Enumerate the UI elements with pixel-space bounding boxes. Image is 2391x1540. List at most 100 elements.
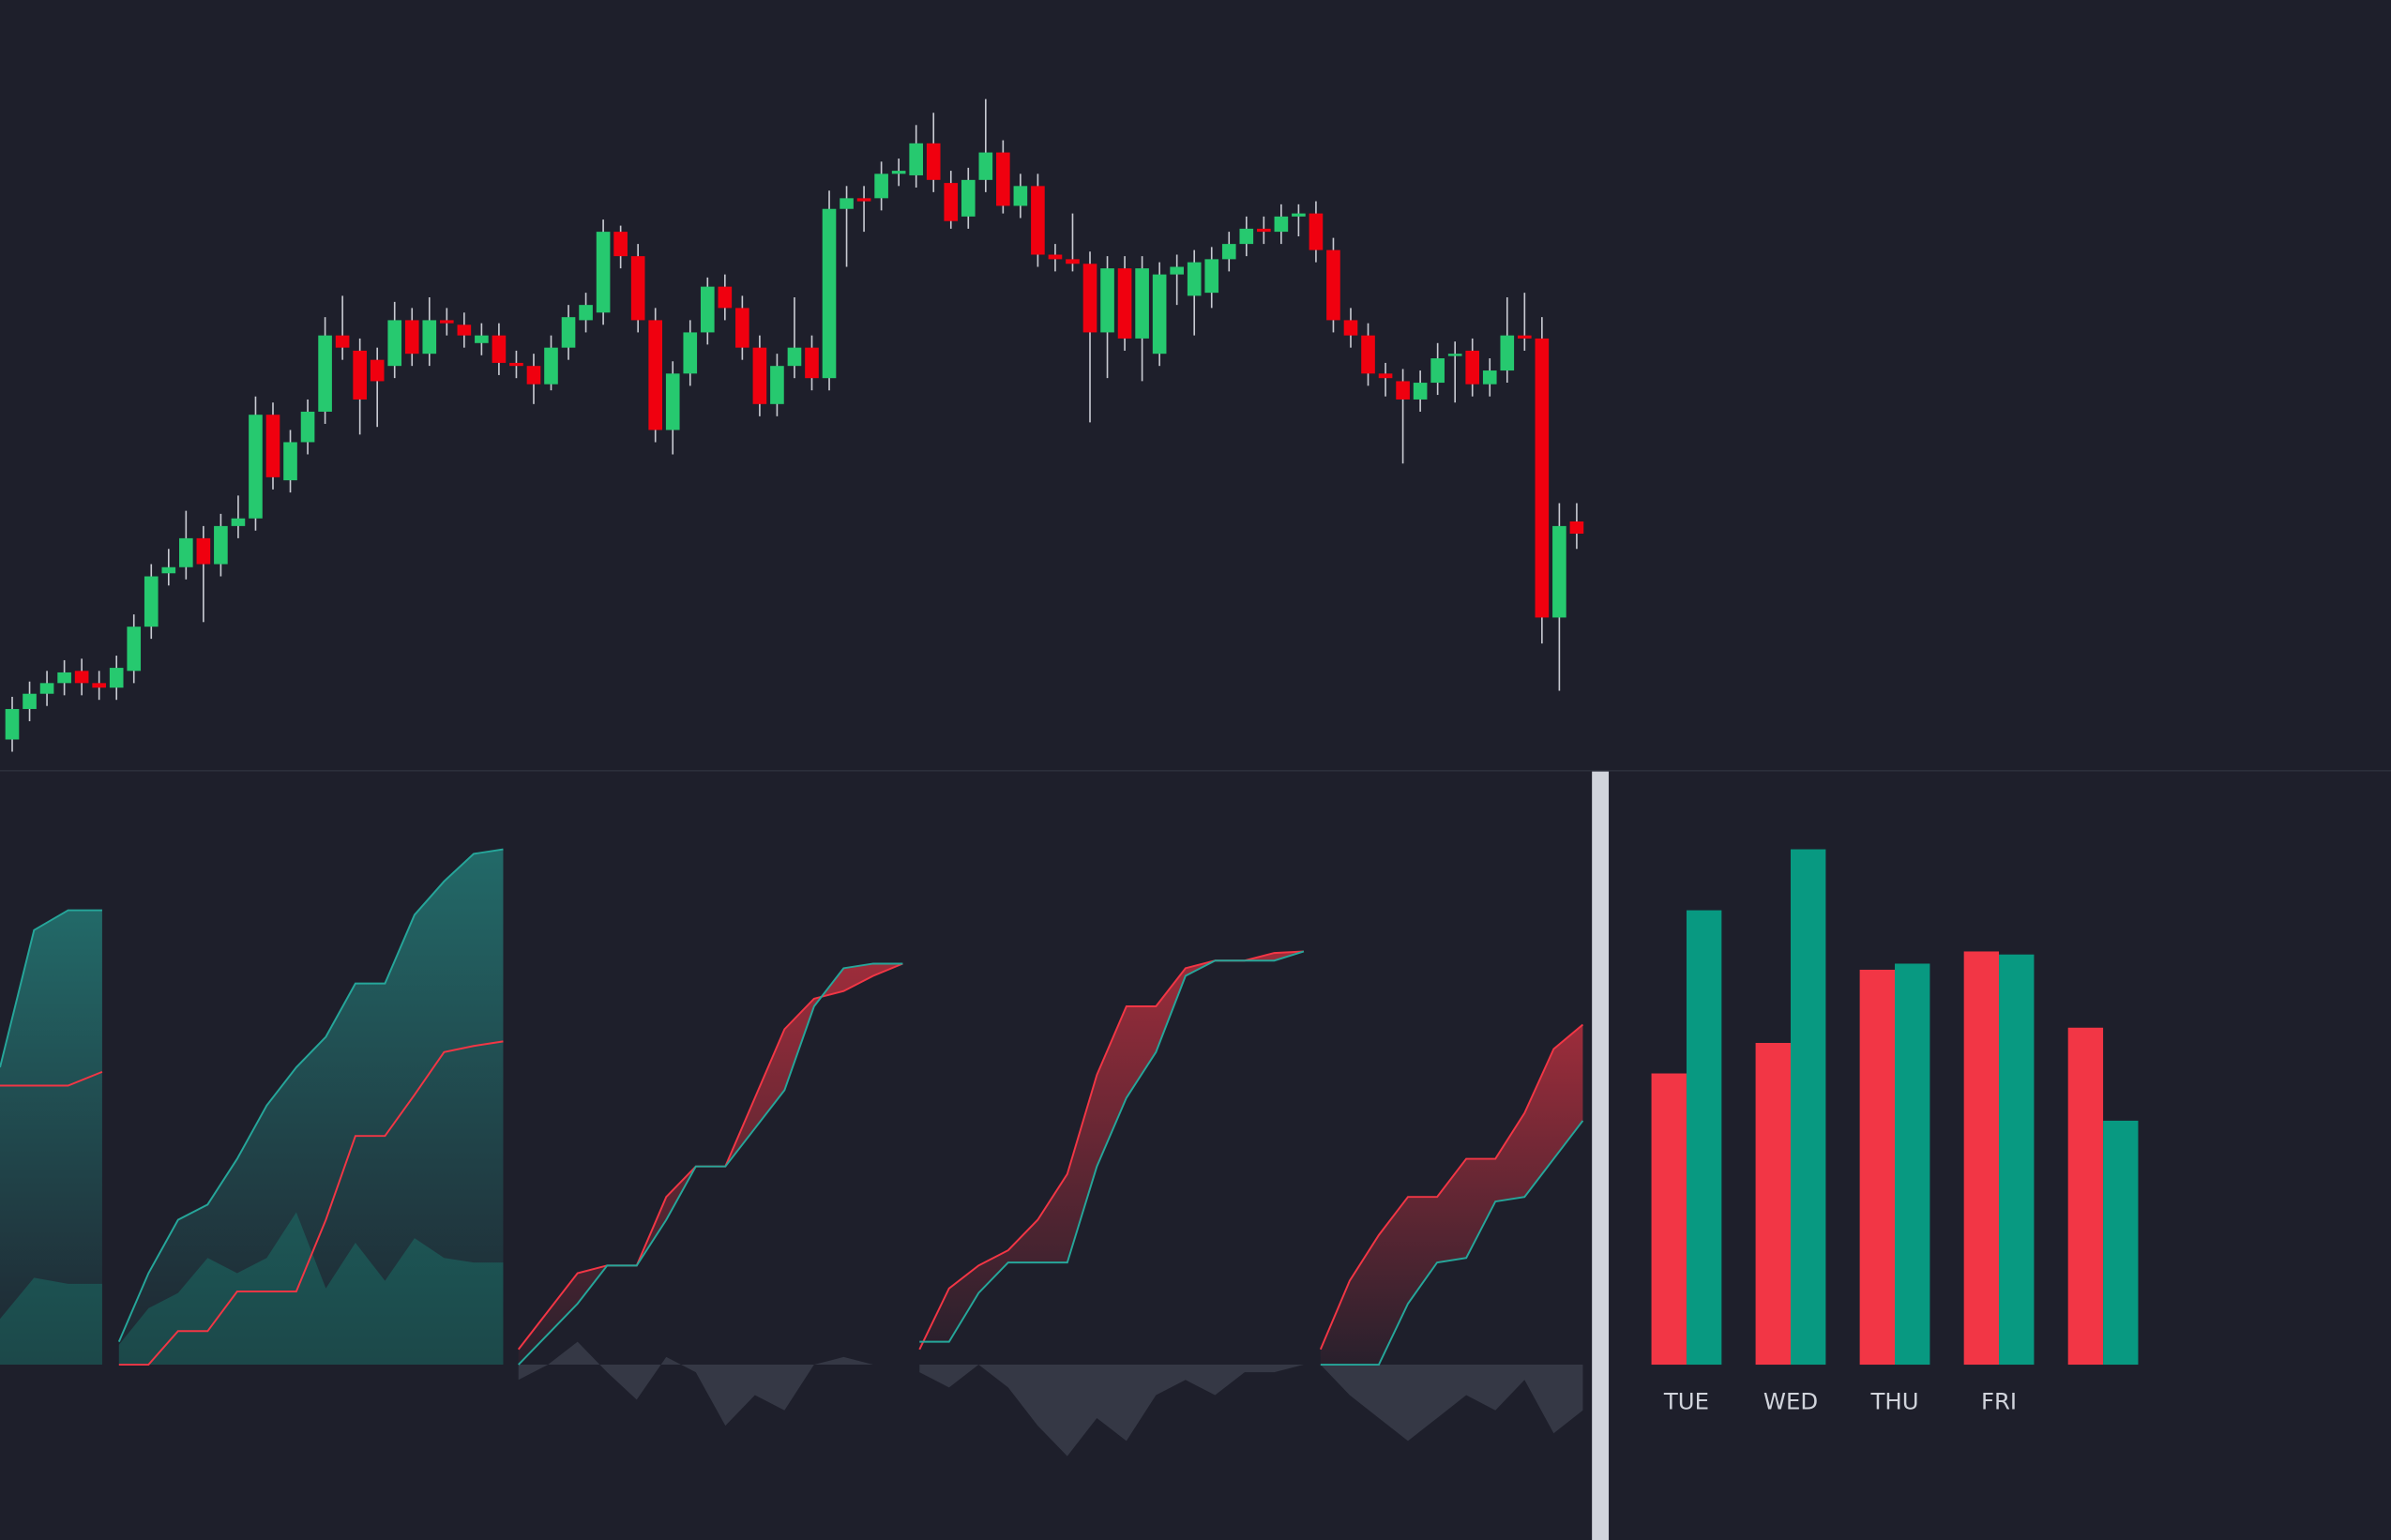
candle-body (735, 308, 749, 348)
candle-body (1309, 213, 1324, 250)
candle-body (109, 668, 124, 688)
signal-line (1320, 1120, 1584, 1366)
candle-body (353, 350, 367, 400)
candle-body (1517, 335, 1532, 339)
upper-line (0, 909, 102, 1068)
candle-body (1500, 335, 1515, 371)
candle-body (1482, 370, 1497, 385)
candle-body (1274, 216, 1289, 233)
candle-body (231, 518, 246, 526)
x-tick-label: THU (1869, 1388, 1918, 1415)
bar (1755, 1043, 1791, 1366)
candle-body (404, 320, 419, 355)
candle-body (335, 335, 350, 348)
candle-body (283, 442, 297, 481)
candle-body (909, 143, 923, 175)
candle-body (1013, 186, 1028, 206)
candle-body (179, 537, 193, 567)
candle-body (596, 232, 611, 313)
candle-body (1152, 274, 1167, 355)
upper-line (1319, 1023, 1584, 1351)
candle-body (1361, 335, 1375, 374)
candle-body (648, 320, 663, 430)
bar (1790, 849, 1826, 1366)
candle-body (1378, 373, 1393, 379)
candle-body (752, 347, 767, 404)
candle-body (1569, 521, 1584, 535)
candle-body (300, 411, 315, 443)
candle-body (92, 683, 106, 688)
candle-body (509, 362, 523, 367)
candle-body (265, 415, 280, 477)
base-area (1320, 1365, 1583, 1442)
candle-body (978, 152, 993, 180)
candle-body (144, 576, 159, 627)
candle-body (457, 325, 472, 336)
candle-body (822, 208, 837, 379)
pane-divider[interactable] (1592, 771, 1610, 1540)
candle-body (1187, 262, 1202, 296)
candle-body (613, 232, 628, 257)
candle-body (1204, 259, 1219, 294)
candle-body (1326, 249, 1340, 321)
candle-body (1430, 358, 1445, 384)
bar (1963, 951, 2000, 1366)
candle-body (996, 152, 1010, 206)
candle-body (856, 198, 871, 202)
candle-body (961, 179, 976, 217)
candle-body (926, 143, 941, 180)
candle-body (1117, 268, 1132, 339)
candle-body (318, 335, 332, 412)
candle-body (1170, 266, 1184, 275)
candle-body (630, 256, 645, 321)
candle-body (1239, 228, 1254, 245)
candle-body (1396, 381, 1410, 400)
base-area (518, 1341, 903, 1427)
candle-body (1535, 338, 1550, 618)
candle-body (23, 693, 37, 709)
candle-body (1292, 213, 1306, 217)
candle-body (127, 627, 142, 672)
signal-line (118, 1040, 504, 1366)
base-area (919, 1365, 1304, 1457)
candle-body (683, 332, 698, 374)
candle-body (579, 305, 593, 321)
candle-body (387, 320, 402, 367)
bar (2067, 1027, 2104, 1366)
x-tick-label: FRI (1981, 1388, 2017, 1415)
candle-body (787, 347, 802, 367)
signal-line (0, 1070, 103, 1087)
signal-line (518, 962, 903, 1366)
candle-body (249, 415, 263, 519)
candle-body (74, 671, 89, 684)
upper-line (117, 848, 504, 1343)
candle-body (805, 347, 819, 379)
candle-body (1100, 268, 1114, 333)
upper-area (118, 849, 504, 1366)
band-fill (1320, 1024, 1583, 1366)
candle-body (1048, 254, 1063, 260)
candle-body (1447, 354, 1462, 356)
x-tick-label: TUE (1663, 1388, 1709, 1415)
band-fill (919, 951, 1304, 1350)
candle-body (526, 366, 541, 385)
candle-body (1135, 268, 1149, 339)
candle-body (1465, 350, 1480, 385)
candle-body (874, 174, 888, 199)
candle-body (1221, 244, 1236, 260)
candle-body (770, 366, 784, 404)
bar (1999, 954, 2035, 1366)
bar (1859, 969, 1896, 1366)
candle-body (161, 566, 176, 574)
candle-body (840, 198, 854, 209)
bar (1651, 1073, 1687, 1366)
candle-body (665, 373, 680, 430)
candle-body (700, 286, 715, 333)
candle-body (370, 359, 385, 382)
bar (1686, 910, 1722, 1366)
candle-body (561, 317, 576, 348)
candle-body (1031, 186, 1045, 255)
candle-body (5, 708, 20, 740)
